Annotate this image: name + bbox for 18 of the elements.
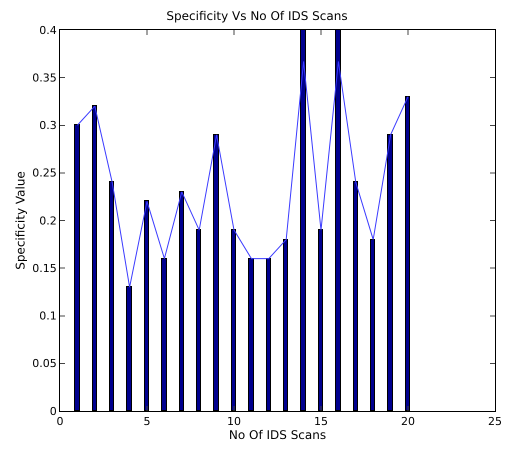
x-tick-label: 25 (488, 415, 502, 428)
chart-title: Specificity Vs No Of IDS Scans (166, 8, 348, 23)
x-tick-label: 5 (144, 415, 150, 428)
y-axis-title: Specificity Value (14, 171, 28, 270)
y-tick-label: 0.3 (39, 119, 57, 132)
x-axis-title: No Of IDS Scans (228, 428, 326, 442)
y-tick-label: 0.25 (32, 166, 57, 180)
y-tick-label: 0.4 (39, 24, 57, 37)
y-tick-label: 0 (50, 404, 57, 418)
y-tick-label: 0.35 (32, 71, 57, 84)
y-tick-label: 0.2 (39, 214, 57, 228)
y-tick-label: 0.05 (32, 357, 57, 370)
x-tick-label: 10 (227, 415, 241, 428)
x-tick-label: 15 (314, 415, 328, 428)
y-tick-label: 0.1 (39, 310, 57, 323)
y-tick-label: 0.15 (32, 262, 57, 275)
x-tick-label: 20 (401, 415, 415, 428)
line-series (76, 60, 408, 288)
